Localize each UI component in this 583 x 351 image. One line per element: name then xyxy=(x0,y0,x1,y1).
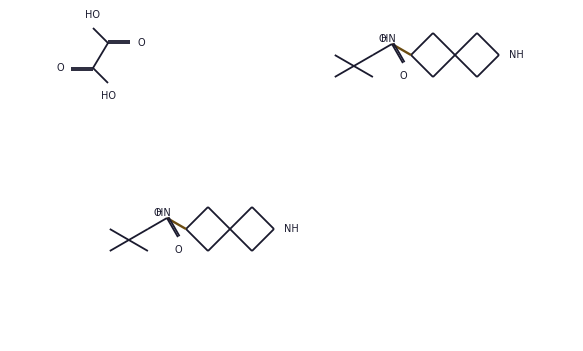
Text: O: O xyxy=(399,71,407,81)
Text: O: O xyxy=(153,208,161,219)
Text: NH: NH xyxy=(284,224,298,234)
Text: O: O xyxy=(378,34,386,45)
Text: NH: NH xyxy=(509,50,524,60)
Text: HO: HO xyxy=(85,10,100,20)
Text: HN: HN xyxy=(381,34,395,45)
Text: HN: HN xyxy=(156,208,170,219)
Text: HO: HO xyxy=(101,91,117,101)
Text: O: O xyxy=(174,245,182,255)
Text: O: O xyxy=(137,38,145,48)
Text: O: O xyxy=(57,63,64,73)
